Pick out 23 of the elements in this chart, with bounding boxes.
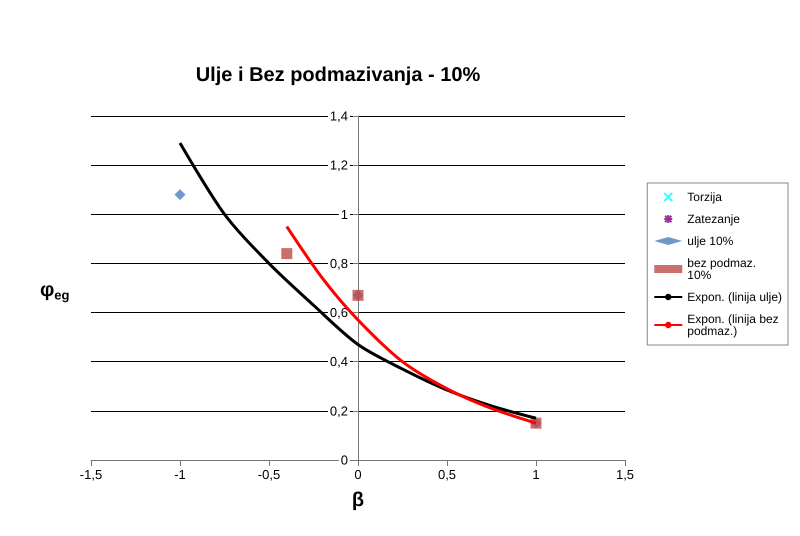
- y-tick-label: 0,8: [330, 256, 348, 271]
- y-tick-label: 0: [340, 452, 348, 468]
- legend-label: Expon. (linija bez podmaz.): [687, 312, 782, 338]
- x-tick-label: 0: [354, 467, 362, 482]
- y-tick-label: 1: [340, 206, 348, 222]
- x-tick-label: -1,5: [80, 467, 102, 482]
- y-tick-label: 1,2: [330, 158, 348, 173]
- y-tick-label: 0,2: [330, 403, 348, 418]
- legend-label: Zatezanje: [687, 212, 740, 226]
- legend-label: Expon. (linija ulje): [687, 290, 782, 304]
- x-tick-label: 1,5: [616, 467, 634, 482]
- y-tick-label: 0,4: [330, 354, 348, 370]
- x-tick-label: 1: [532, 467, 540, 482]
- legend-label: Torzija: [687, 190, 722, 204]
- legend-label: ulje 10%: [687, 234, 734, 248]
- chart-title: Ulje i Bez podmazivanja - 10%: [196, 64, 480, 86]
- x-tick-label: -0,5: [258, 467, 280, 482]
- x-tick-label: 0,5: [438, 467, 456, 482]
- x-axis-title: β: [352, 489, 364, 511]
- legend-label: bez podmaz. 10%: [687, 256, 760, 282]
- y-tick-label: 0,6: [330, 305, 348, 320]
- x-tick-label: -1: [174, 467, 186, 482]
- y-tick-label: 1,4: [330, 108, 348, 124]
